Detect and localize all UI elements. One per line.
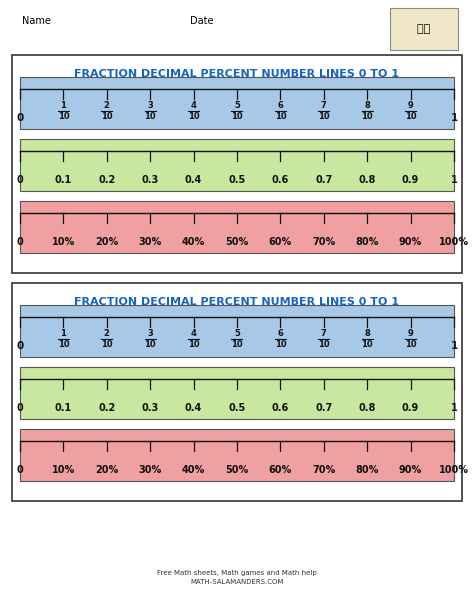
- Text: 10%: 10%: [52, 237, 75, 247]
- Text: 20%: 20%: [95, 237, 118, 247]
- Text: 4: 4: [191, 101, 197, 110]
- Text: 10: 10: [231, 112, 243, 121]
- Bar: [20, 367, 454, 419]
- Text: 80%: 80%: [356, 237, 379, 247]
- Text: 9: 9: [408, 101, 413, 110]
- Text: 100%: 100%: [439, 237, 469, 247]
- Text: 10: 10: [318, 112, 329, 121]
- Text: 9: 9: [408, 329, 413, 338]
- Text: 6: 6: [277, 329, 283, 338]
- Text: 1: 1: [61, 329, 66, 338]
- Text: 10: 10: [57, 112, 69, 121]
- Text: 0.5: 0.5: [228, 403, 246, 413]
- Text: 1: 1: [450, 113, 457, 123]
- Text: 1: 1: [451, 175, 457, 185]
- Text: 🦒​📚: 🦒​📚: [418, 24, 430, 34]
- Text: 2: 2: [104, 101, 110, 110]
- Text: 10: 10: [405, 112, 417, 121]
- Text: 1: 1: [451, 403, 457, 413]
- Text: 8: 8: [365, 101, 370, 110]
- Text: 50%: 50%: [225, 237, 249, 247]
- Text: 4: 4: [191, 329, 197, 338]
- Text: Free Math sheets, Math games and Math help
MATH-SALAMANDERS.COM: Free Math sheets, Math games and Math he…: [157, 570, 317, 585]
- Text: 1: 1: [450, 341, 457, 351]
- Text: FRACTION DECIMAL PERCENT NUMBER LINES 0 TO 1: FRACTION DECIMAL PERCENT NUMBER LINES 0 …: [74, 69, 400, 79]
- Text: 10%: 10%: [52, 465, 75, 475]
- Bar: [20, 77, 454, 129]
- Text: 0.3: 0.3: [142, 175, 159, 185]
- Text: 0.2: 0.2: [98, 403, 116, 413]
- Text: 50%: 50%: [225, 465, 249, 475]
- Bar: [20, 139, 454, 191]
- Text: 10: 10: [405, 340, 417, 349]
- Text: 0.5: 0.5: [228, 175, 246, 185]
- Text: 1: 1: [61, 101, 66, 110]
- Text: 70%: 70%: [312, 237, 336, 247]
- Text: 10: 10: [361, 112, 373, 121]
- Text: 10: 10: [101, 112, 113, 121]
- Text: 8: 8: [365, 329, 370, 338]
- Text: 30%: 30%: [138, 237, 162, 247]
- Text: 7: 7: [321, 101, 327, 110]
- Text: 10: 10: [274, 112, 286, 121]
- Text: 0.7: 0.7: [315, 403, 332, 413]
- Text: 10: 10: [231, 340, 243, 349]
- Bar: [12, 283, 462, 501]
- Text: 0: 0: [17, 403, 23, 413]
- Bar: [390, 8, 458, 50]
- Text: 60%: 60%: [269, 465, 292, 475]
- Bar: [20, 201, 454, 253]
- Text: 10: 10: [57, 340, 69, 349]
- Text: 6: 6: [277, 101, 283, 110]
- Text: 80%: 80%: [356, 465, 379, 475]
- Text: 3: 3: [147, 101, 153, 110]
- Text: 0: 0: [17, 113, 24, 123]
- Text: 10: 10: [101, 340, 113, 349]
- Text: 0.7: 0.7: [315, 175, 332, 185]
- Bar: [20, 305, 454, 357]
- Text: 10: 10: [145, 112, 156, 121]
- Text: 40%: 40%: [182, 465, 205, 475]
- Text: 40%: 40%: [182, 237, 205, 247]
- Text: Date: Date: [190, 16, 213, 26]
- Text: 10: 10: [361, 340, 373, 349]
- Text: 10: 10: [318, 340, 329, 349]
- Text: 0.6: 0.6: [272, 175, 289, 185]
- Text: Name: Name: [22, 16, 51, 26]
- Text: 0.9: 0.9: [402, 403, 419, 413]
- Text: 0.9: 0.9: [402, 175, 419, 185]
- Text: 0.2: 0.2: [98, 175, 116, 185]
- Text: 60%: 60%: [269, 237, 292, 247]
- Text: 90%: 90%: [399, 465, 422, 475]
- Text: 0.3: 0.3: [142, 403, 159, 413]
- Text: 10: 10: [274, 340, 286, 349]
- Text: FRACTION DECIMAL PERCENT NUMBER LINES 0 TO 1: FRACTION DECIMAL PERCENT NUMBER LINES 0 …: [74, 297, 400, 307]
- Text: 70%: 70%: [312, 465, 336, 475]
- Text: 2: 2: [104, 329, 110, 338]
- Text: 0.4: 0.4: [185, 403, 202, 413]
- Text: 90%: 90%: [399, 237, 422, 247]
- Text: 5: 5: [234, 329, 240, 338]
- Bar: [20, 429, 454, 481]
- Text: 0: 0: [17, 237, 23, 247]
- Text: 10: 10: [188, 112, 200, 121]
- Text: 0: 0: [17, 175, 23, 185]
- Text: 3: 3: [147, 329, 153, 338]
- Text: 0: 0: [17, 465, 23, 475]
- Text: 30%: 30%: [138, 465, 162, 475]
- Text: 0.6: 0.6: [272, 403, 289, 413]
- Text: 0: 0: [17, 341, 24, 351]
- Text: 0.8: 0.8: [358, 175, 376, 185]
- Text: 0.1: 0.1: [55, 403, 72, 413]
- Text: 10: 10: [145, 340, 156, 349]
- Text: 20%: 20%: [95, 465, 118, 475]
- Text: 10: 10: [188, 340, 200, 349]
- Text: 5: 5: [234, 101, 240, 110]
- Text: 0.4: 0.4: [185, 175, 202, 185]
- Text: 7: 7: [321, 329, 327, 338]
- Text: 0.8: 0.8: [358, 403, 376, 413]
- Text: 100%: 100%: [439, 465, 469, 475]
- Text: 0.1: 0.1: [55, 175, 72, 185]
- Bar: [12, 55, 462, 273]
